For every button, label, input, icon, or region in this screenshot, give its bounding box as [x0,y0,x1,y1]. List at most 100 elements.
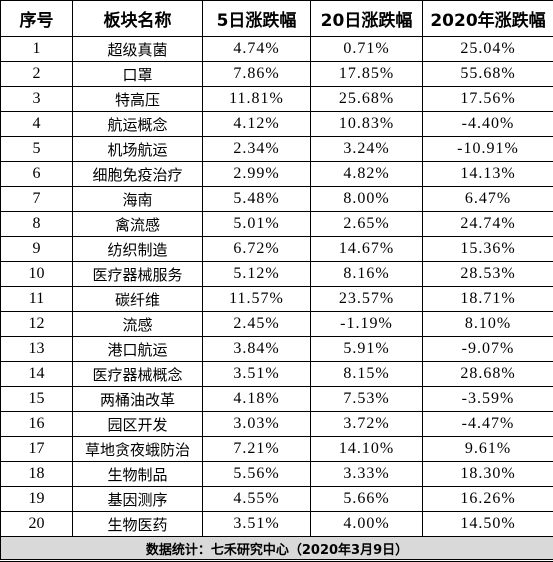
change-5day: 2.45% [202,311,311,337]
header-5day-change: 5日涨跌幅 [202,0,311,37]
sector-name: 航运概念 [72,111,203,137]
change-20day: 3.72% [310,411,423,437]
change-20day: 0.71% [310,36,423,62]
row-index: 9 [0,236,73,262]
change-5day: 2.99% [202,161,311,187]
change-5day: 11.57% [202,286,311,312]
row-index: 2 [0,61,73,87]
table-row: 12 流感 2.45% -1.19% 8.10% [0,311,553,337]
change-20day: 2.65% [310,211,423,237]
sector-name: 医疗器械服务 [72,261,203,287]
table-row: 3 特高压 11.81% 25.68% 17.56% [0,86,553,112]
change-20day: 4.82% [310,161,423,187]
change-ytd: 18.30% [422,461,553,487]
change-5day: 5.48% [202,186,311,212]
change-20day: 7.53% [310,386,423,412]
table-footer: 数据统计：七禾研究中心（2020年3月9日） [0,536,553,562]
table-row: 8 禽流感 5.01% 2.65% 24.74% [0,211,553,237]
sector-name: 口罩 [72,61,203,87]
change-20day: 8.15% [310,361,423,387]
row-index: 4 [0,111,73,137]
change-ytd: 14.50% [422,511,553,537]
change-5day: 7.21% [202,436,311,462]
change-5day: 3.03% [202,411,311,437]
sector-name: 生物医药 [72,511,203,537]
table-body: 1 超级真菌 4.74% 0.71% 25.04% 2 口罩 7.86% 17.85% 55.68… [0,36,553,537]
sector-name: 机场航运 [72,136,203,162]
change-ytd: 6.47% [422,186,553,212]
header-row: 序号 板块名称 5日涨跌幅 20日涨跌幅 2020年涨跌幅 [0,0,553,37]
table-row: 7 海南 5.48% 8.00% 6.47% [0,186,553,212]
change-ytd: -4.47% [422,411,553,437]
row-index: 8 [0,211,73,237]
table-row: 19 基因测序 4.55% 5.66% 16.26% [0,486,553,512]
change-5day: 7.86% [202,61,311,87]
change-20day: 5.91% [310,336,423,362]
change-5day: 5.56% [202,461,311,487]
table-row: 4 航运概念 4.12% 10.83% -4.40% [0,111,553,137]
change-ytd: 28.68% [422,361,553,387]
sector-name: 医疗器械概念 [72,361,203,387]
footer-row: 数据统计：七禾研究中心（2020年3月9日） [0,536,553,562]
header-ytd-change: 2020年涨跌幅 [422,0,553,37]
table-row: 1 超级真菌 4.74% 0.71% 25.04% [0,36,553,62]
table-row: 2 口罩 7.86% 17.85% 55.68% [0,61,553,87]
change-20day: 17.85% [310,61,423,87]
row-index: 7 [0,186,73,212]
change-ytd: -10.91% [422,136,553,162]
change-20day: 8.16% [310,261,423,287]
row-index: 16 [0,411,73,437]
table-header: 序号 板块名称 5日涨跌幅 20日涨跌幅 2020年涨跌幅 [0,0,553,37]
change-ytd: 24.74% [422,211,553,237]
change-20day: 25.68% [310,86,423,112]
change-5day: 5.12% [202,261,311,287]
sector-name: 生物制品 [72,461,203,487]
change-20day: 14.67% [310,236,423,262]
change-ytd: -3.59% [422,386,553,412]
sector-name: 草地贪夜蛾防治 [72,436,203,462]
row-index: 3 [0,86,73,112]
sector-name: 基因测序 [72,486,203,512]
table-row: 20 生物医药 3.51% 4.00% 14.50% [0,511,553,537]
table-row: 6 细胞免疫治疗 2.99% 4.82% 14.13% [0,161,553,187]
table-row: 11 碳纤维 11.57% 23.57% 18.71% [0,286,553,312]
change-ytd: 28.53% [422,261,553,287]
row-index: 13 [0,336,73,362]
change-20day: 4.00% [310,511,423,537]
header-sector-name: 板块名称 [72,0,203,37]
row-index: 20 [0,511,73,537]
header-20day-change: 20日涨跌幅 [310,0,423,37]
table-row: 13 港口航运 3.84% 5.91% -9.07% [0,336,553,362]
change-5day: 5.01% [202,211,311,237]
change-20day: 8.00% [310,186,423,212]
header-index: 序号 [0,0,73,37]
change-5day: 4.74% [202,36,311,62]
change-20day: 3.33% [310,461,423,487]
sector-name: 园区开发 [72,411,203,437]
change-20day: 3.24% [310,136,423,162]
row-index: 19 [0,486,73,512]
change-20day: 14.10% [310,436,423,462]
row-index: 17 [0,436,73,462]
change-5day: 4.18% [202,386,311,412]
change-5day: 4.55% [202,486,311,512]
change-20day: -1.19% [310,311,423,337]
change-ytd: 17.56% [422,86,553,112]
sector-name: 两桶油改革 [72,386,203,412]
change-20day: 10.83% [310,111,423,137]
sector-name: 碳纤维 [72,286,203,312]
row-index: 11 [0,286,73,312]
change-ytd: 14.13% [422,161,553,187]
sector-name: 超级真菌 [72,36,203,62]
table-row: 10 医疗器械服务 5.12% 8.16% 28.53% [0,261,553,287]
table-row: 15 两桶油改革 4.18% 7.53% -3.59% [0,386,553,412]
change-5day: 3.51% [202,511,311,537]
table-row: 17 草地贪夜蛾防治 7.21% 14.10% 9.61% [0,436,553,462]
table-row: 16 园区开发 3.03% 3.72% -4.47% [0,411,553,437]
sector-name: 流感 [72,311,203,337]
row-index: 6 [0,161,73,187]
change-ytd: 15.36% [422,236,553,262]
row-index: 5 [0,136,73,162]
change-5day: 3.51% [202,361,311,387]
